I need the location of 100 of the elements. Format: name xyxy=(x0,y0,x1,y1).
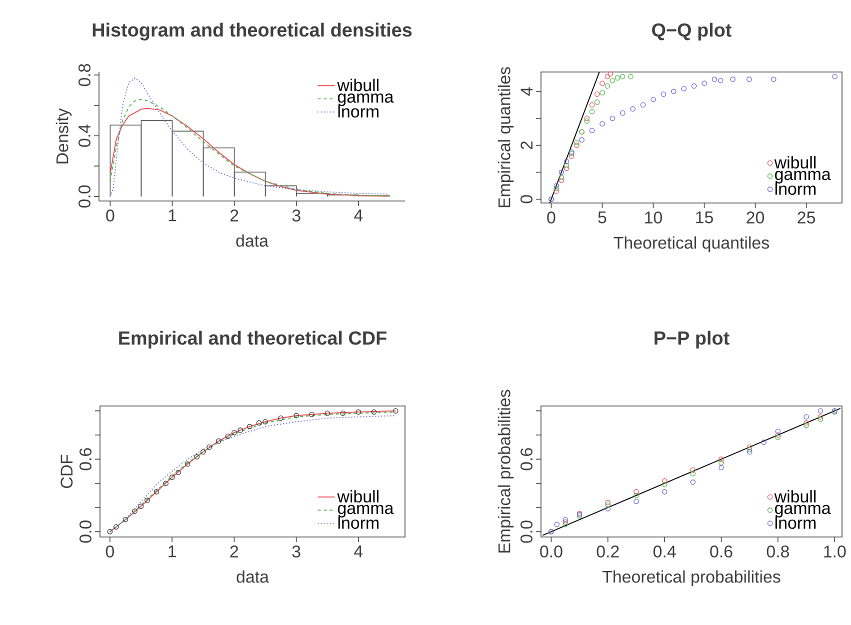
point xyxy=(630,106,636,112)
y-tick-label: 0.0 xyxy=(79,520,92,543)
point xyxy=(600,121,605,126)
y-axis-title: Empirical probabilities xyxy=(498,390,514,552)
point xyxy=(558,170,564,175)
x-tick-label: 0.0 xyxy=(540,546,562,558)
x-tick-label: 3 xyxy=(292,546,300,558)
legend-label: wibull xyxy=(337,78,378,92)
point xyxy=(604,74,610,80)
point xyxy=(730,76,736,82)
legend-label: gamma xyxy=(775,504,831,518)
y-tick-label: 0.0 xyxy=(520,520,532,543)
point xyxy=(232,430,237,436)
point xyxy=(568,153,574,159)
point xyxy=(818,408,824,414)
point xyxy=(832,74,838,80)
point xyxy=(804,422,809,428)
point xyxy=(620,110,626,116)
point xyxy=(671,88,676,94)
point xyxy=(564,162,570,168)
chart-title: Empirical and theoretical CDF xyxy=(119,330,386,348)
x-tick-label: 1.0 xyxy=(824,546,846,558)
point xyxy=(238,428,244,433)
legend-label: lnorm xyxy=(775,182,816,195)
point xyxy=(634,498,639,504)
point xyxy=(169,474,175,480)
point xyxy=(804,414,809,420)
point xyxy=(564,166,570,171)
point xyxy=(393,408,398,414)
point xyxy=(278,415,284,421)
y-tick-label: 0.8 xyxy=(78,64,90,86)
x-tick-label: 0 xyxy=(106,210,114,222)
point xyxy=(604,83,610,89)
point xyxy=(818,416,824,422)
point xyxy=(554,183,559,188)
point xyxy=(294,413,299,418)
x-tick-label: 0 xyxy=(547,212,556,224)
legend-label: wibull xyxy=(774,156,816,169)
point xyxy=(634,489,639,494)
point xyxy=(163,480,168,486)
y-axis-title: Empirical quantiles xyxy=(498,67,514,208)
point xyxy=(600,80,605,86)
point xyxy=(771,76,776,82)
point xyxy=(804,420,809,426)
point xyxy=(746,446,752,452)
point xyxy=(558,175,564,180)
y-tick-label: 0 xyxy=(520,195,532,204)
x-axis-title: Theoretical quantiles xyxy=(614,236,769,252)
chart-title: Histogram and theoretical densities xyxy=(92,22,412,40)
point xyxy=(690,467,696,473)
point xyxy=(662,482,668,488)
point xyxy=(746,444,752,450)
point xyxy=(718,456,724,462)
legend-label: lnorm xyxy=(338,516,378,529)
y-axis-title: CDF xyxy=(60,454,73,488)
point xyxy=(589,108,595,114)
point xyxy=(584,118,590,124)
legend-label: wibull xyxy=(774,490,816,503)
point xyxy=(702,80,707,86)
point xyxy=(640,102,646,108)
point xyxy=(564,158,570,164)
point xyxy=(718,464,724,470)
x-tick-label: 20 xyxy=(746,212,764,224)
point xyxy=(371,409,377,415)
point xyxy=(650,96,656,102)
point xyxy=(718,460,724,466)
point xyxy=(662,489,668,494)
point xyxy=(610,116,616,121)
point xyxy=(605,500,611,506)
point xyxy=(176,470,181,476)
point xyxy=(761,440,766,445)
x-tick-label: 0.6 xyxy=(710,546,732,558)
point xyxy=(691,83,697,89)
legend-label: lnorm xyxy=(338,105,378,118)
point xyxy=(225,434,231,439)
point xyxy=(681,86,686,92)
x-axis-title: Theoretical probabilities xyxy=(602,570,780,586)
point xyxy=(194,454,200,460)
chart-title: P−P plot xyxy=(654,330,730,348)
x-tick-label: 2 xyxy=(230,210,238,222)
point xyxy=(206,444,212,450)
point xyxy=(594,91,600,97)
x-axis-title: data xyxy=(236,570,269,583)
point xyxy=(114,524,119,530)
x-tick-label: 5 xyxy=(598,212,606,224)
point xyxy=(600,90,605,96)
point xyxy=(775,432,781,438)
point xyxy=(589,102,595,108)
point xyxy=(818,414,824,420)
legend-label: gamma xyxy=(338,504,394,518)
point xyxy=(574,142,580,148)
point xyxy=(309,412,314,418)
point xyxy=(132,508,138,514)
point xyxy=(690,479,696,485)
x-tick-label: 15 xyxy=(696,212,713,224)
point xyxy=(154,489,160,494)
x-tick-label: 4 xyxy=(354,210,363,222)
point xyxy=(247,424,252,430)
point xyxy=(712,76,718,82)
point xyxy=(216,438,222,444)
